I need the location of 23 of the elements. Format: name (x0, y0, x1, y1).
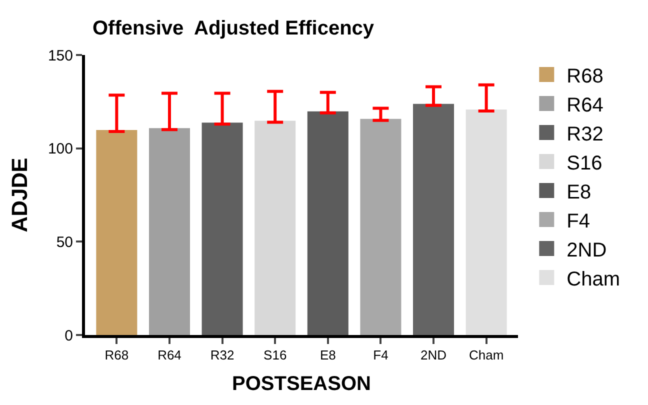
x-tick-label: 2ND (420, 348, 447, 363)
y-tick-label: 50 (56, 234, 73, 251)
x-tick-label: R32 (210, 348, 234, 363)
chart-title: Offensive Adjusted Efficency (92, 17, 375, 40)
x-tick-label: S16 (264, 348, 287, 363)
x-axis-title: POSTSEASON (232, 373, 371, 396)
x-tick-label: R64 (158, 348, 182, 363)
legend-label: Cham (566, 268, 620, 290)
legend-label: S16 (566, 152, 602, 174)
legend-label: R68 (566, 65, 604, 88)
y-tick-label: 0 (64, 327, 73, 344)
legend-label: 2ND (566, 239, 607, 262)
x-tick-label: F4 (373, 348, 388, 363)
x-tick-label: E8 (320, 348, 336, 363)
y-axis-title: ADJDE (6, 158, 32, 232)
legend-label: R64 (566, 94, 604, 116)
x-tick-label: R68 (104, 348, 129, 363)
y-tick-label: 100 (48, 140, 73, 158)
legend-label: R32 (566, 123, 604, 146)
x-tick-label: Cham (468, 348, 504, 363)
y-tick-label: 150 (48, 47, 73, 64)
legend-label: F4 (566, 210, 590, 232)
legend-label: E8 (566, 181, 592, 204)
